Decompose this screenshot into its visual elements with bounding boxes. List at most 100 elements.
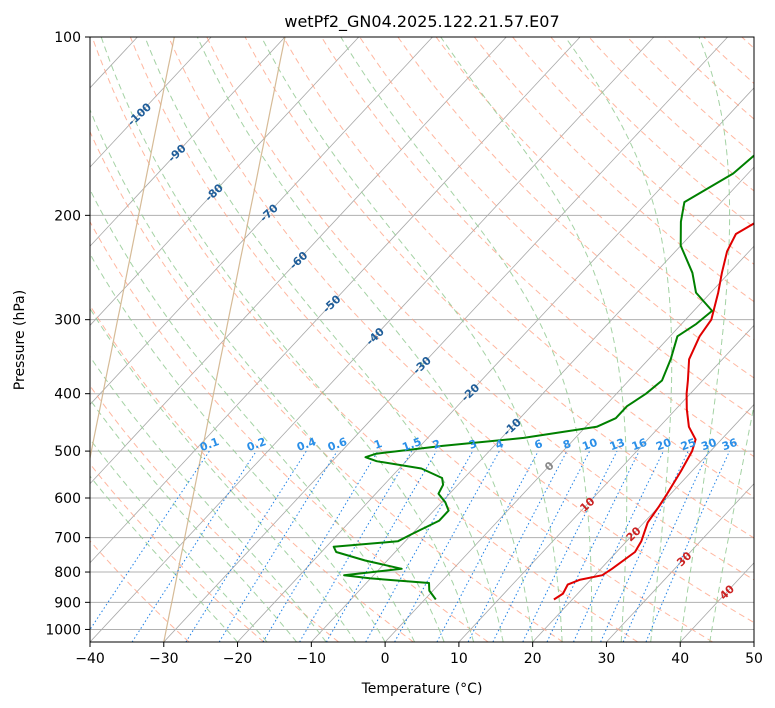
moist-adiabat [440, 37, 628, 642]
mixing-ratio-label: 0.2 [245, 435, 268, 454]
dry-adiabat [90, 304, 414, 642]
mixing-ratio-label: 4 [494, 437, 506, 452]
y-tick-label: 800 [54, 565, 81, 581]
dry-adiabat [397, 37, 754, 379]
isotherm-line [90, 37, 581, 564]
mixing-ratio-line [622, 450, 710, 642]
dry-adiabat [90, 130, 564, 642]
y-tick-label: 100 [54, 30, 81, 46]
mixing-ratio-label: 0.4 [295, 435, 318, 454]
x-tick-label: 40 [671, 651, 689, 667]
dry-adiabat [90, 384, 339, 642]
background-lines [0, 37, 754, 642]
isotherm-line [0, 37, 64, 642]
dry-adiabat [168, 37, 754, 624]
dry-adiabat [282, 37, 754, 498]
mixing-ratio-label: 0.1 [198, 435, 221, 454]
chart-title: wetPf2_GN04.2025.122.21.57.E07 [284, 12, 559, 32]
plot-frame [89, 36, 755, 643]
y-tick-label: 700 [54, 531, 81, 547]
isotherm-line [90, 37, 286, 247]
mixing-ratio-label: 13 [608, 436, 627, 453]
isotherm-line [90, 37, 433, 406]
isotherm-line [384, 245, 754, 642]
moist-adiabat [196, 37, 534, 642]
mixing-ratio-label: 6 [533, 437, 545, 452]
x-axis-ticks: −40 −30 −20 −10 0 10 20 30 40 50 [75, 642, 763, 667]
dry-adiabat [741, 37, 754, 49]
mixing-ratio-line [522, 450, 618, 642]
moist-adiabat [100, 37, 475, 642]
dry-adiabat [90, 540, 190, 642]
y-tick-label: 1000 [45, 622, 81, 638]
dry-adiabat [129, 37, 713, 642]
moist-adiabat [144, 37, 504, 642]
dry-adiabat [703, 37, 754, 85]
mixing-ratio-label: 3 [467, 437, 479, 452]
sounding-profiles [332, 154, 754, 601]
mixing-ratio-line [218, 450, 338, 642]
moist-adiabat [709, 403, 754, 642]
mixing-ratio-line [299, 450, 413, 642]
dry-adiabat [512, 37, 754, 265]
isentrope-curve [90, 37, 175, 462]
moist-adiabat [90, 475, 238, 642]
moist-adiabat [260, 37, 563, 642]
x-tick-label: 50 [745, 651, 763, 667]
dry-adiabat [665, 37, 754, 120]
dry-adiabat [359, 37, 754, 418]
y-tick-label: 200 [54, 208, 81, 224]
moist-adiabat [90, 253, 386, 642]
dry-adiabat [90, 220, 489, 642]
isotherm-line [90, 37, 507, 485]
mixing-ratio-line [325, 450, 437, 642]
dry-adiabat [626, 37, 754, 156]
mixing-ratio-line [492, 450, 591, 642]
x-tick-label: 30 [598, 651, 616, 667]
moist-adiabat [90, 398, 297, 642]
mixing-ratio-label: 8 [561, 437, 573, 452]
mixing-ratio-line [436, 450, 539, 642]
y-tick-label: 600 [54, 491, 81, 507]
mixing-ratio-label: 1 [372, 437, 384, 452]
mixing-ratio-label: 16 [630, 436, 649, 454]
isotherm-line [458, 324, 754, 642]
moist-adiabat [90, 355, 327, 642]
isotherm-line [606, 483, 754, 642]
x-tick-label: 0 [381, 651, 390, 667]
x-tick-label: −10 [297, 651, 327, 667]
mixing-ratio-line [394, 450, 500, 642]
mixing-ratio-line [365, 450, 474, 642]
x-tick-label: 10 [450, 651, 468, 667]
mixing-ratio-line [573, 450, 664, 642]
dry-adiabat [321, 37, 754, 458]
y-axis-label: Pressure (hPa) [12, 290, 28, 390]
mixing-ratio-line [546, 450, 640, 642]
x-tick-label: −30 [149, 651, 179, 667]
mixing-ratio-label: 20 [654, 436, 673, 454]
mixing-ratio-label: 1.5 [400, 435, 423, 454]
dry-adiabat [473, 37, 754, 303]
mixing-ratio-label: 25 [679, 436, 698, 453]
dewpoint-profile [332, 154, 754, 601]
y-tick-label: 400 [54, 387, 81, 403]
dry-adiabat [588, 37, 754, 192]
moist-adiabat [90, 108, 445, 642]
x-tick-label: −20 [223, 651, 253, 667]
temperature-profile [553, 222, 754, 601]
y-axis-ticks: 100 200 300 400 500 600 700 800 900 1000 [45, 30, 90, 638]
line-labels: -100-90-80-70-60-50-40-30-20-10010203040… [125, 100, 739, 602]
dry-adiabat [550, 37, 754, 229]
mixing-ratio-label: 10 [580, 436, 599, 454]
isotherm-line [237, 87, 754, 642]
y-tick-label: 900 [54, 595, 81, 611]
moist-adiabat [679, 37, 731, 642]
mixing-ratio-line [185, 450, 307, 642]
isotherm-line [532, 403, 754, 642]
isentrope-curve [163, 37, 286, 642]
moist-adiabat [564, 37, 673, 642]
isotherm-line [679, 562, 754, 642]
mixing-ratio-line [262, 450, 379, 642]
y-tick-label: 500 [54, 444, 81, 460]
